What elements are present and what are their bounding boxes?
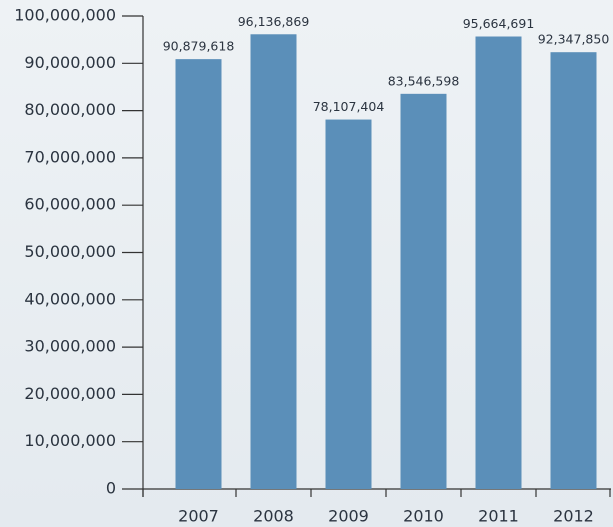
value-label: 92,347,850 [538,32,610,47]
y-tick-label: 40,000,000 [24,289,116,308]
y-tick-label: 50,000,000 [24,242,116,261]
value-label: 95,664,691 [463,16,535,31]
y-tick-label: 30,000,000 [24,337,116,356]
bar [475,36,522,489]
y-tick-label: 90,000,000 [24,53,116,72]
x-tick-label: 2011 [478,507,519,526]
bar [325,119,372,490]
value-label: 83,546,598 [388,73,460,88]
value-label: 78,107,404 [313,99,385,114]
value-label: 96,136,869 [238,14,310,29]
y-tick-label: 20,000,000 [24,384,116,403]
x-tick-label: 2008 [253,507,294,526]
x-tick-label: 2009 [328,507,369,526]
y-tick-label: 80,000,000 [24,100,116,119]
y-tick-label: 10,000,000 [24,431,116,450]
bar [400,93,447,490]
x-tick-label: 2010 [403,507,444,526]
x-tick-label: 2007 [178,507,219,526]
y-tick-label: 100,000,000 [14,6,116,25]
value-label: 90,879,618 [163,39,235,54]
bar [250,34,297,489]
y-tick-label: 60,000,000 [24,195,116,214]
x-tick-label: 2012 [553,507,594,526]
y-tick-label: 0 [106,479,116,498]
y-tick-label: 70,000,000 [24,147,116,166]
bar [175,59,222,490]
bar [550,52,597,489]
